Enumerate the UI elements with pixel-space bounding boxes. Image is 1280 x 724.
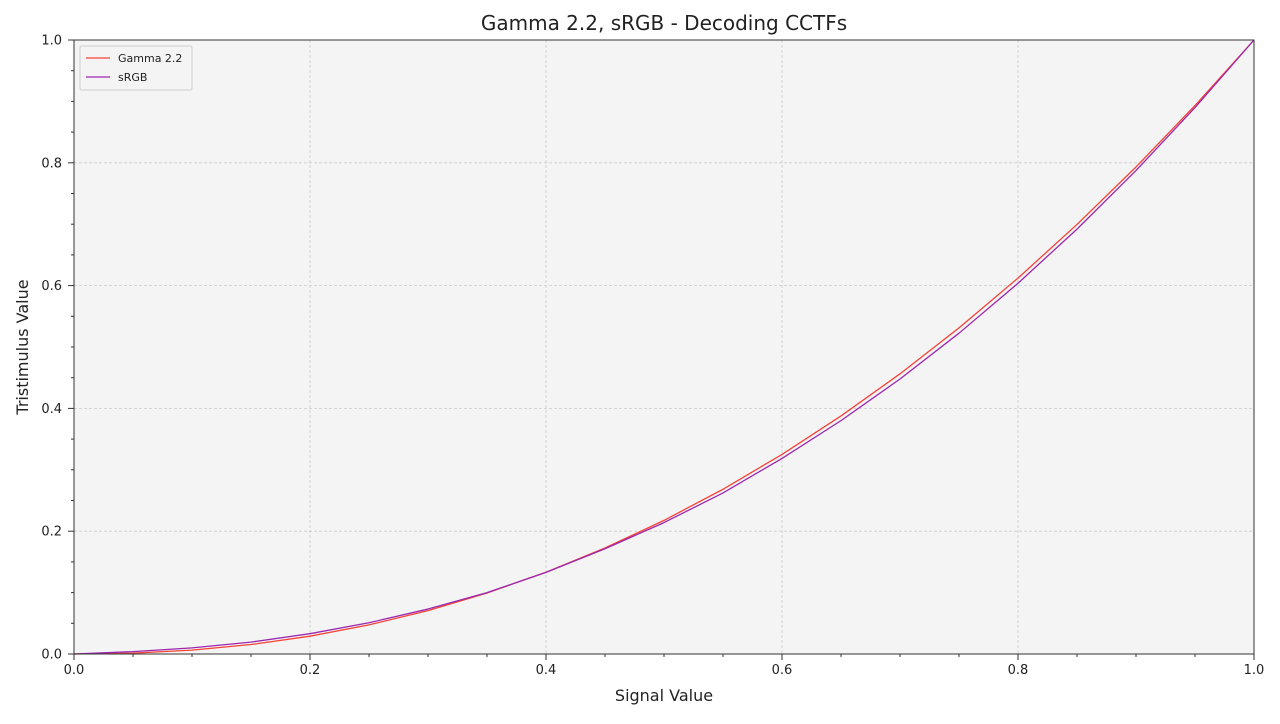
legend-label-srgb: sRGB [118, 71, 147, 84]
x-tick-label: 0.6 [772, 663, 793, 678]
y-tick-label: 0.6 [41, 279, 62, 294]
y-tick-label: 0.2 [41, 525, 62, 540]
series-line-srgb [73, 39, 1255, 655]
y-axis-label: Tristimulus Value [13, 279, 32, 415]
x-axis-label: Signal Value [615, 686, 713, 705]
x-tick-label: 0.0 [64, 663, 85, 678]
chart-title: Gamma 2.2, sRGB - Decoding CCTFs [481, 11, 847, 35]
plot-area [74, 40, 1254, 654]
y-tick-label: 0.0 [41, 648, 62, 663]
legend: Gamma 2.2 sRGB [79, 45, 193, 91]
series-layer [73, 39, 1255, 655]
legend-label-gamma-2-2: Gamma 2.2 [118, 52, 182, 65]
y-tick-label: 0.4 [41, 402, 62, 417]
ticks-layer: 0.0 0.2 0.4 0.6 0.8 1.0 0.0 0.2 0.4 0.6 0.8 1.0 [41, 34, 1264, 679]
x-tick-label: 0.2 [300, 663, 321, 678]
y-tick-label: 0.8 [41, 156, 62, 171]
x-tick-label: 1.0 [1244, 663, 1265, 678]
x-tick-label: 0.4 [536, 663, 557, 678]
y-tick-label: 1.0 [41, 34, 62, 49]
series-line-gamma-2-2 [73, 39, 1255, 655]
x-tick-label: 0.8 [1008, 663, 1029, 678]
legend-box [79, 45, 193, 91]
